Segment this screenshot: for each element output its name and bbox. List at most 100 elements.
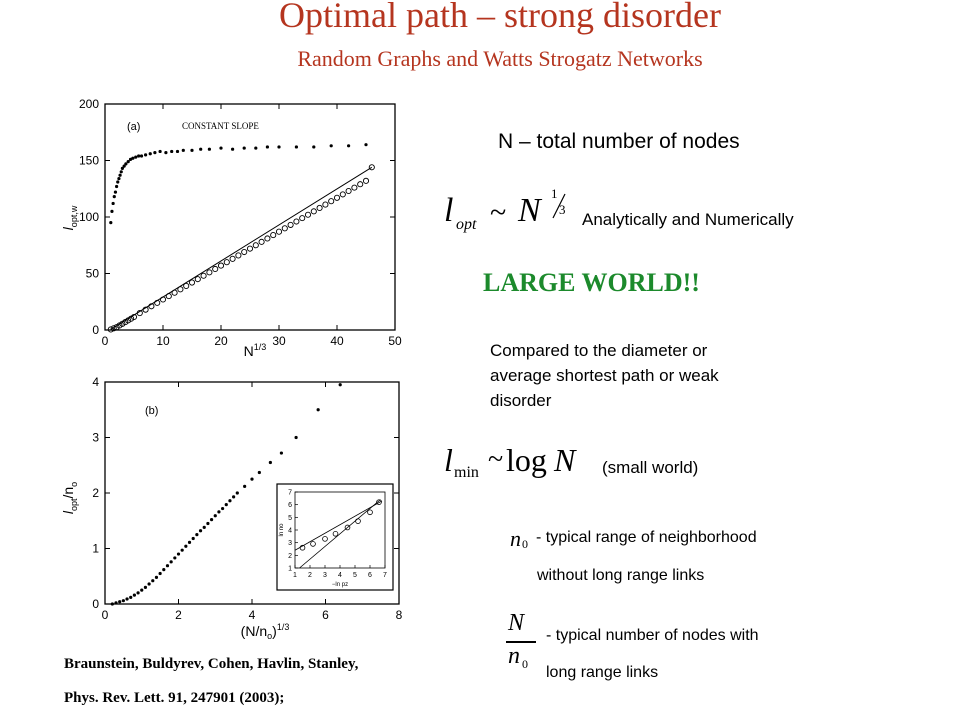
data-point xyxy=(241,248,248,256)
lopt-formula: l opt ~ N 1 3 xyxy=(440,186,580,240)
inset-data-point xyxy=(310,541,316,547)
inset-x-tick-label: 6 xyxy=(368,572,372,579)
plot-b: 0 2 4 6 8 0 1 2 3 4 (b) (N/no)1/3 lopt/no 1 2 3 4 5 6 7 1 2 3 4… xyxy=(60,375,403,641)
data-point xyxy=(195,533,199,537)
data-point xyxy=(132,593,136,597)
y-tick-label: 150 xyxy=(79,154,99,168)
compared-line-2: average shortest path or weak xyxy=(490,366,719,385)
data-point xyxy=(151,579,155,583)
data-point xyxy=(264,235,271,242)
data-point xyxy=(118,173,122,177)
data-point xyxy=(200,272,207,279)
data-point xyxy=(188,279,196,286)
data-point xyxy=(219,146,223,150)
inset-data-point xyxy=(344,524,351,531)
data-point xyxy=(228,499,232,503)
fraction-den-sub: 0 xyxy=(522,657,528,671)
lmin-formula: l min ~ log N xyxy=(440,440,590,486)
inset-y-tick-label: 5 xyxy=(288,515,292,522)
analytic-label: Analytically and Numerically xyxy=(582,210,794,229)
constant-slope-annotation: CONSTANT SLOPE xyxy=(182,121,259,131)
compared-line-3: disorder xyxy=(490,391,552,410)
y-tick-label: 3 xyxy=(92,431,99,445)
page-subtitle: Random Graphs and Watts Strogatz Network… xyxy=(297,46,703,71)
data-point xyxy=(364,143,368,147)
data-point xyxy=(333,194,341,201)
inset-data-point xyxy=(299,544,306,551)
data-point xyxy=(312,145,316,149)
data-point xyxy=(122,164,126,168)
inset-fit-line xyxy=(294,500,383,551)
data-point xyxy=(270,232,277,239)
inset-data-point xyxy=(367,509,373,516)
lmin-tilde: ~ xyxy=(488,444,504,475)
data-point xyxy=(110,602,114,606)
panel-label-a: (a) xyxy=(127,121,140,133)
data-point xyxy=(202,525,206,530)
data-point xyxy=(175,149,180,154)
inset-data-point xyxy=(355,518,361,524)
data-point xyxy=(243,484,247,488)
inset-x-tick-label: 5 xyxy=(353,572,357,579)
data-point xyxy=(299,215,306,222)
panel-label-b: (b) xyxy=(145,405,158,417)
data-point xyxy=(137,154,141,158)
x-tick-label: 4 xyxy=(249,608,256,622)
data-point xyxy=(173,556,177,560)
data-point xyxy=(139,154,144,158)
data-point xyxy=(246,245,254,252)
data-point xyxy=(347,144,351,148)
data-point xyxy=(118,600,122,604)
data-point xyxy=(144,153,148,157)
n0-desc-1: - typical range of neighborhood xyxy=(536,529,757,546)
data-point xyxy=(110,325,117,332)
reference-journal: Phys. Rev. Lett. 91, 247901 (2003); xyxy=(64,690,285,706)
y-tick-label: 0 xyxy=(92,323,99,337)
data-point xyxy=(191,536,195,541)
data-point xyxy=(171,289,178,296)
data-point xyxy=(184,544,188,548)
data-point xyxy=(113,190,118,194)
data-point xyxy=(368,164,375,171)
n-over-n0-fraction: N n 0 xyxy=(506,610,540,680)
data-point xyxy=(110,209,114,213)
data-point xyxy=(329,144,333,148)
inset-data-point xyxy=(376,499,382,505)
data-point xyxy=(111,201,115,206)
data-point xyxy=(114,601,118,605)
data-point xyxy=(232,495,236,499)
data-point xyxy=(206,521,210,526)
data-point xyxy=(129,595,133,599)
data-point xyxy=(217,510,221,514)
data-point xyxy=(362,177,370,184)
y-axis-label: lopt,w xyxy=(60,205,79,230)
data-point xyxy=(322,201,329,208)
data-point xyxy=(258,238,265,245)
lopt-tilde: ~ xyxy=(490,196,507,229)
plot-frame xyxy=(104,103,396,331)
page-title: Optimal path – strong disorder xyxy=(279,0,721,35)
data-point xyxy=(250,477,254,481)
n0-n: n xyxy=(510,526,521,551)
y-tick-label: 50 xyxy=(86,267,100,281)
lopt-exp-den: 3 xyxy=(559,202,566,217)
data-point xyxy=(268,460,272,465)
data-point xyxy=(119,170,123,174)
n0-sub: 0 xyxy=(522,537,528,551)
y-tick-label: 2 xyxy=(92,486,99,500)
data-point xyxy=(235,252,242,259)
y-tick-label: 100 xyxy=(79,210,99,224)
data-point xyxy=(338,383,342,387)
data-point xyxy=(206,269,213,276)
data-point xyxy=(198,529,203,533)
inset-x-tick-label: 4 xyxy=(338,572,342,579)
inset-x-tick-label: 3 xyxy=(323,572,327,579)
inset-reference-line xyxy=(299,499,381,569)
x-tick-label: 20 xyxy=(214,334,228,348)
inset-y-tick-label: 7 xyxy=(288,490,292,497)
data-point xyxy=(351,184,358,191)
data-point xyxy=(131,156,135,160)
data-point xyxy=(148,152,152,156)
data-point xyxy=(165,564,170,568)
data-point xyxy=(124,162,128,166)
